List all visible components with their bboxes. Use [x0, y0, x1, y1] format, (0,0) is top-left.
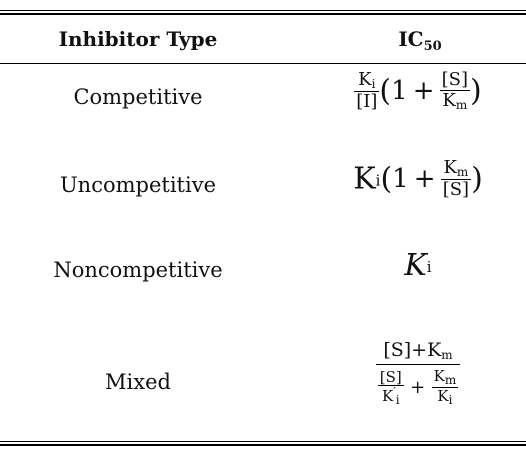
fraction-s-over-km: [S] Km [439, 69, 471, 112]
formula-noncompetitive: Ki [318, 248, 518, 292]
inner-num-sub: m [456, 165, 469, 179]
formula-uncompetitive: Ki(1 + Km [S] ) [318, 158, 518, 212]
base-k-italic: K [404, 248, 427, 283]
base-k-sub: i [375, 171, 381, 190]
plus: + [412, 76, 435, 106]
frac-num: K [358, 69, 372, 90]
plus: + [413, 164, 436, 194]
formula-competitive: Ki [I] (1 + [S] Km ) [318, 70, 518, 128]
left-paren: ( [379, 73, 392, 109]
inner-num: [S] [439, 69, 471, 91]
d1-prime: ′ [393, 385, 396, 399]
inner-den: K [442, 89, 456, 111]
header-inhibitor-type: Inhibitor Type [58, 27, 218, 51]
top-rule-thin [0, 10, 526, 11]
frac-num-sub: i [371, 77, 376, 91]
fraction-mixed: [S]+Km [S] K′i + Km Ki [375, 339, 461, 408]
fraction-km-over-s: Km [S] [440, 157, 472, 201]
inner-num: K [443, 157, 457, 178]
d2-num-sub: m [444, 373, 457, 388]
mixed-plus: + [410, 376, 426, 398]
d1-den: K [382, 387, 394, 406]
header-ic-subscript: 50 [423, 39, 442, 54]
mixed-num-sub: m [441, 348, 453, 362]
left-paren: ( [380, 161, 393, 197]
fraction-s-over-kprime-i: [S] K′i [377, 367, 404, 408]
frac-den: [I] [356, 91, 378, 113]
d1-num: [S] [377, 367, 404, 387]
one: 1 [392, 164, 409, 194]
row-type-mixed: Mixed [105, 370, 171, 394]
fraction-km-over-ki: Km Ki [431, 367, 459, 408]
inner-den: [S] [442, 179, 470, 201]
row-type-uncompetitive: Uncompetitive [59, 173, 216, 197]
formula-mixed: [S]+Km [S] K′i + Km Ki [318, 340, 518, 426]
right-paren: ) [471, 161, 483, 197]
one: 1 [391, 76, 408, 106]
inner-den-sub: m [455, 97, 468, 112]
d2-den-sub: i [448, 393, 453, 408]
base-k: K [353, 161, 376, 197]
base-k-sub: i [426, 258, 432, 276]
mixed-num: [S]+K [383, 339, 442, 361]
right-paren: ) [470, 73, 482, 109]
d2-num: K [433, 367, 445, 386]
d2-den: K [437, 387, 449, 406]
bottom-rule-thick [0, 444, 526, 446]
header-ic-text: IC [398, 27, 424, 51]
d1-den-sub: i [395, 393, 400, 408]
top-rule-thick [0, 13, 526, 15]
row-type-competitive: Competitive [73, 85, 203, 109]
header-ic50: IC50 [320, 24, 520, 54]
bottom-rule-thin [0, 441, 526, 442]
fraction-ki-over-i: Ki [I] [354, 69, 380, 113]
header-rule [0, 63, 526, 64]
row-type-noncompetitive: Noncompetitive [53, 258, 223, 282]
